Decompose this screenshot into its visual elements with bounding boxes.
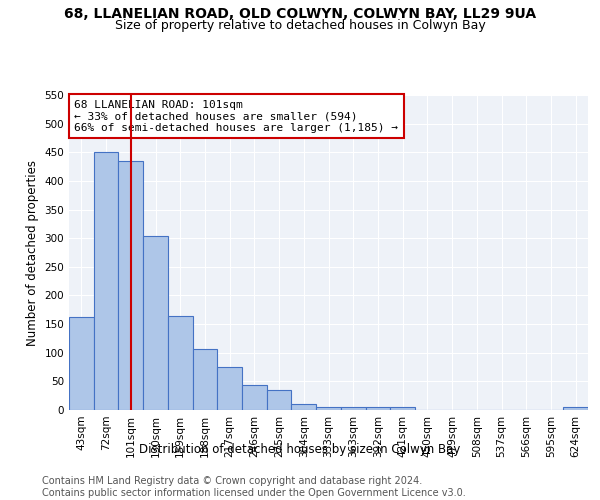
Bar [316,406,341,410]
Y-axis label: Number of detached properties: Number of detached properties [26,160,39,346]
Bar [143,236,168,410]
Bar [69,316,94,410]
Text: 68 LLANELIAN ROAD: 101sqm
← 33% of detached houses are smaller (594)
66% of semi: 68 LLANELIAN ROAD: 101sqm ← 33% of detac… [74,100,398,133]
Bar [217,367,242,410]
Bar [341,406,365,410]
Bar [118,161,143,410]
Text: Size of property relative to detached houses in Colwyn Bay: Size of property relative to detached ho… [115,19,485,32]
Bar [292,404,316,410]
Text: Distribution of detached houses by size in Colwyn Bay: Distribution of detached houses by size … [139,442,461,456]
Bar [242,386,267,410]
Text: 68, LLANELIAN ROAD, OLD COLWYN, COLWYN BAY, LL29 9UA: 68, LLANELIAN ROAD, OLD COLWYN, COLWYN B… [64,8,536,22]
Bar [94,152,118,410]
Bar [365,406,390,410]
Bar [563,407,588,410]
Text: Contains HM Land Registry data © Crown copyright and database right 2024.
Contai: Contains HM Land Registry data © Crown c… [42,476,466,498]
Bar [390,407,415,410]
Bar [193,348,217,410]
Bar [267,390,292,410]
Bar [168,316,193,410]
